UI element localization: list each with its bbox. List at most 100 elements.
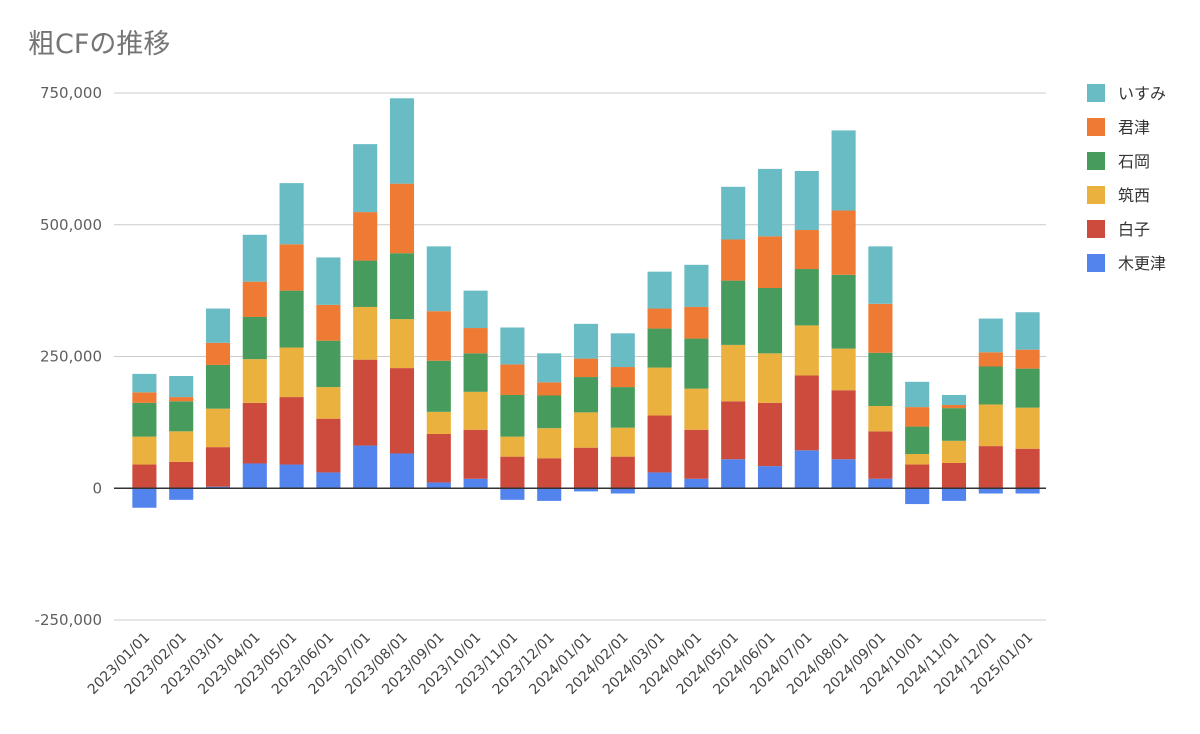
bar-segment: [389, 253, 415, 320]
bar-segment: [1015, 368, 1040, 408]
bar-segment: [169, 401, 194, 432]
bar-segment: [647, 367, 672, 416]
legend-swatch: [1087, 186, 1105, 204]
bar-segment: [757, 236, 783, 288]
bar-segment: [941, 440, 967, 463]
bar-segment: [500, 456, 525, 489]
bar-segment: [389, 98, 415, 184]
legend-item: いすみ: [1087, 84, 1166, 103]
y-tick-label: 500,000: [40, 216, 102, 234]
bar-segment: [463, 391, 488, 430]
bar-segment: [647, 308, 672, 329]
bar-segment: [794, 230, 819, 270]
bar-segment: [978, 404, 1003, 447]
bar-segment: [169, 431, 194, 462]
bar-segment: [647, 472, 672, 489]
bar-segment: [426, 482, 451, 489]
legend-swatch: [1087, 254, 1105, 272]
legend-item: 筑西: [1087, 186, 1150, 205]
bar-segment: [978, 366, 1003, 405]
bar-segment: [205, 342, 231, 365]
bar-segment: [353, 212, 378, 261]
y-axis-ticks: -250,000 0 250,000 500,000 750,000: [35, 84, 102, 629]
bar-segment: [537, 458, 562, 489]
bar-segment: [316, 340, 341, 388]
y-tick-label: 0: [92, 479, 102, 497]
bar-segment: [684, 264, 709, 307]
bar-segment: [610, 333, 635, 368]
bar-segment: [610, 456, 635, 489]
legend-label: 君津: [1118, 118, 1150, 137]
bar-segment: [537, 428, 562, 459]
bar-segment: [389, 319, 415, 369]
bar-segment: [831, 459, 856, 489]
bar-segment: [610, 367, 635, 388]
bar-segment: [463, 353, 488, 392]
legend-swatch: [1087, 220, 1105, 238]
bar-segment: [941, 404, 967, 409]
bar-segment: [684, 478, 709, 489]
bar-segment: [794, 375, 819, 451]
bar-segment: [573, 412, 599, 448]
bar-segment: [905, 488, 930, 505]
bar-segment: [316, 304, 341, 341]
bar-segment: [537, 488, 562, 501]
bar-segment: [279, 244, 304, 291]
bar-segment: [868, 406, 893, 432]
bar-segment: [757, 402, 783, 467]
bar-segment: [721, 280, 746, 345]
chart-title: 粗CFの推移: [28, 29, 171, 60]
bar-segment: [573, 358, 599, 378]
bar-segment: [978, 352, 1003, 367]
bar-segment: [426, 311, 451, 361]
bar-segment: [279, 290, 304, 348]
bar-segment: [500, 364, 525, 395]
bar-segment: [721, 459, 746, 489]
legend-swatch: [1087, 152, 1105, 170]
bar-segment: [353, 306, 378, 360]
bar-segment: [647, 328, 672, 368]
bar-segment: [353, 359, 378, 446]
bar-segment: [941, 394, 967, 405]
bar-segment: [537, 395, 562, 429]
bar-segment: [794, 170, 819, 231]
bar-segment: [978, 446, 1003, 489]
bar-segment: [132, 373, 157, 393]
y-tick-label: 750,000: [40, 84, 102, 102]
bar-segment: [721, 401, 746, 460]
legend-item: 白子: [1087, 220, 1150, 239]
bar-segment: [242, 316, 267, 360]
bar-segment: [684, 388, 709, 430]
bar-segment: [610, 387, 635, 428]
bar-segment: [573, 323, 599, 359]
bar-segment: [242, 234, 267, 282]
bar-segment: [242, 402, 267, 464]
bar-segment: [831, 130, 856, 211]
bar-segment: [831, 390, 856, 460]
bar-segment: [905, 453, 930, 465]
bar-segment: [132, 402, 157, 437]
bar-segment: [905, 381, 930, 408]
bar-segment: [757, 168, 783, 237]
bar-segment: [721, 344, 746, 402]
bar-segment: [279, 464, 304, 489]
legend-label: 筑西: [1118, 186, 1150, 205]
bar-segment: [169, 488, 194, 500]
bar-segment: [279, 397, 304, 465]
bar-segment: [132, 392, 157, 403]
bar-segment: [242, 281, 267, 317]
bar-segment: [684, 338, 709, 389]
bar-segment: [1015, 312, 1040, 350]
bar-segment: [1015, 407, 1040, 449]
bar-segment: [941, 462, 967, 489]
bar-segment: [537, 382, 562, 396]
bar-segment: [573, 447, 599, 489]
bar-segment: [316, 387, 341, 419]
bar-segment: [132, 436, 157, 465]
bar-segment: [1015, 349, 1040, 369]
bar-segment: [205, 486, 231, 489]
bar-segment: [868, 246, 893, 304]
legend-item: 石岡: [1087, 152, 1150, 171]
bar-segment: [242, 463, 267, 489]
